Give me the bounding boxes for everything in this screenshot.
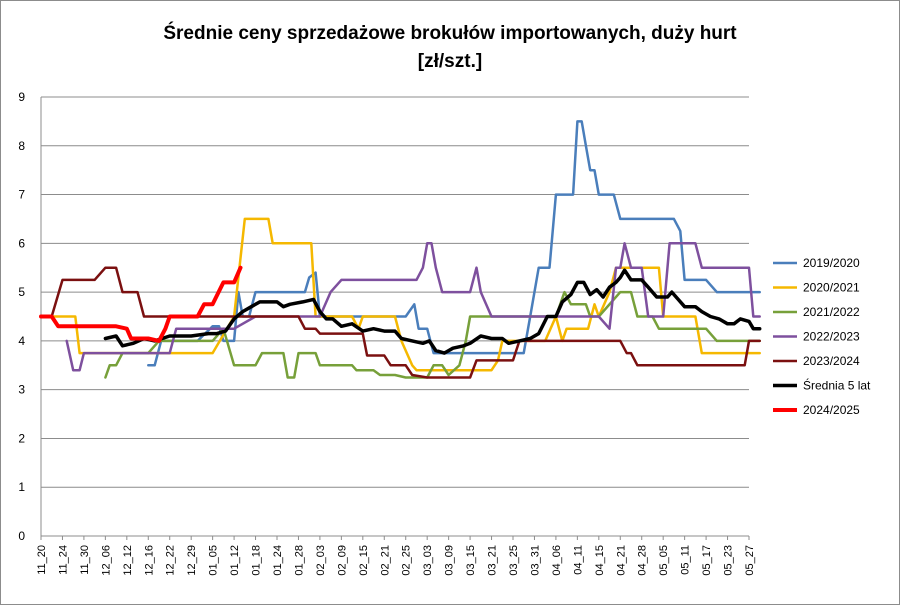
series-line-0 — [147, 120, 761, 367]
series-line-6 — [39, 265, 243, 343]
series-line-1 — [39, 217, 761, 372]
legend-label-4: 2023/2024 — [803, 354, 860, 368]
y-tick-label: 1 — [18, 480, 25, 494]
x-tick-label: 11_30 — [79, 545, 91, 575]
x-tick-label: 12_12 — [122, 545, 134, 576]
x-tick-label: 12_29 — [186, 545, 198, 576]
x-tick-label: 02_03 — [315, 545, 327, 576]
x-tick-label: 01_24 — [272, 545, 284, 576]
x-tick-label: 03_09 — [444, 545, 456, 576]
x-tick-label: 03_25 — [508, 545, 520, 576]
x-tick-label: 05_11 — [680, 545, 692, 575]
x-tick-label: 04_15 — [594, 545, 606, 576]
chart-title: Średnie ceny sprzedażowe brokułów import… — [163, 23, 737, 44]
y-tick-label: 3 — [18, 383, 25, 397]
x-tick-label: 04_06 — [551, 545, 563, 576]
x-tick-label: 05_05 — [658, 545, 670, 576]
series-line-5 — [103, 268, 762, 355]
y-axis-ticks: 0 1 2 3 4 5 6 7 8 9 — [18, 90, 25, 543]
x-tick-label: 12_06 — [100, 545, 112, 576]
x-tick-label: 03_21 — [487, 545, 499, 576]
x-tick-label: 05_23 — [723, 545, 735, 576]
y-tick-label: 9 — [18, 90, 25, 104]
x-tick-label: 04_28 — [637, 545, 649, 576]
x-tick-label: 12_22 — [165, 545, 177, 576]
x-tick-label: 03_31 — [529, 545, 541, 576]
y-tick-label: 5 — [18, 285, 25, 299]
x-tick-label: 02_25 — [401, 545, 413, 576]
x-tick-label: 11_24 — [57, 545, 69, 575]
x-tick-label: 04_11 — [572, 545, 584, 575]
y-tick-label: 4 — [18, 334, 25, 348]
x-tick-label: 01_12 — [229, 545, 241, 576]
x-tick-label: 03_03 — [422, 545, 434, 576]
y-tick-label: 0 — [18, 529, 25, 543]
x-tick-label: 04_21 — [615, 545, 627, 576]
legend: 2019/2020 2020/2021 2021/2022 2022/2023 2023… — [773, 256, 871, 417]
x-tick-label: 11_20 — [36, 545, 48, 575]
x-axis-ticks: 11_20 11_24 11_30 12_06 12_12 12_16 12_22 12_29… — [36, 536, 756, 576]
series-line-3 — [65, 242, 761, 372]
y-tick-label: 7 — [18, 188, 25, 202]
legend-label-2: 2021/2022 — [803, 305, 860, 319]
x-tick-label: 02_21 — [379, 545, 391, 576]
chart-subtitle: [zł/szt.] — [417, 51, 483, 72]
x-tick-label: 05_27 — [744, 545, 756, 576]
x-tick-label: 02_09 — [336, 545, 348, 576]
legend-label-5: Średnia 5 lat — [803, 378, 871, 393]
x-tick-label: 02_15 — [358, 545, 370, 576]
x-tick-label: 05_17 — [701, 545, 713, 576]
legend-label-1: 2020/2021 — [803, 281, 860, 295]
x-tick-label: 12_16 — [143, 545, 155, 576]
legend-label-0: 2019/2020 — [803, 256, 860, 270]
series-line-4 — [39, 266, 761, 379]
x-tick-label: 03_15 — [465, 545, 477, 576]
x-tick-label: 01_18 — [251, 545, 263, 576]
x-tick-label: 01_05 — [208, 545, 220, 576]
y-tick-label: 2 — [18, 431, 25, 445]
y-tick-label: 6 — [18, 236, 25, 250]
y-tick-label: 8 — [18, 139, 25, 153]
series-lines — [39, 120, 762, 379]
legend-label-6: 2024/2025 — [803, 403, 860, 417]
legend-label-3: 2022/2023 — [803, 330, 860, 344]
x-tick-label: 01_28 — [293, 545, 305, 576]
